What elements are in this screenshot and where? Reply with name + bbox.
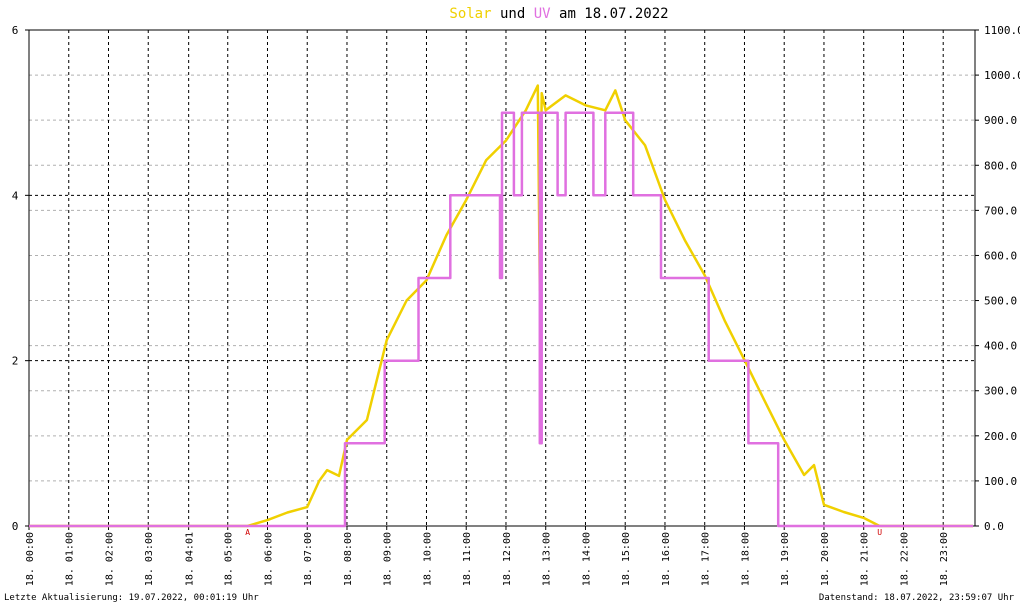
plot-frame [28,29,976,527]
x-tick-label: 18. 02:00 [104,532,115,586]
annotation: U [877,528,882,537]
y2-tick-label: 600.0 [984,249,1017,262]
y-tick-label: 6 [12,24,19,37]
y2-tick-label: 400.0 [984,340,1017,353]
title-text: am 18.07.2022 [559,6,669,22]
series-line [29,111,973,528]
x-tick-label: 18. 21:00 [860,532,871,586]
x-tick-label: 18. 01:00 [65,532,76,586]
x-tick-label: 18. 14:00 [581,532,592,586]
x-tick-label: 18. 00:00 [25,532,36,586]
x-tick-label: 18. 11:00 [462,532,473,586]
x-tick-label: 18. 12:00 [502,532,513,586]
chart-title: Solar und UV am 18.07.2022 [449,6,668,22]
footer-left: Letzte Aktualisierung: 19.07.2022, 00:01… [4,593,259,603]
y2-tick-label: 800.0 [984,159,1017,172]
x-tick-label: 18. 10:00 [422,532,433,586]
footer-right: Datenstand: 18.07.2022, 23:59:07 Uhr [819,593,1015,603]
x-tick-label: 18. 04:01 [185,532,196,586]
y2-tick-label: 900.0 [984,114,1017,127]
y2-tick-label: 500.0 [984,295,1017,308]
title-text: und [500,6,525,22]
x-tick-label: 18. 09:00 [383,532,394,586]
title-solar: Solar [449,6,491,22]
x-tick-label: 18. 08:00 [343,532,354,586]
x-tick-label: 18. 16:00 [661,532,672,586]
x-tick-label: 18. 18:00 [740,532,751,586]
y2-tick-label: 100.0 [984,475,1017,488]
y-tick-label: 4 [12,189,19,202]
x-tick-label: 18. 05:00 [224,532,235,586]
y2-tick-label: 0.0 [984,520,1004,533]
x-tick-label: 18. 07:00 [303,532,314,586]
y2-tick-label: 200.0 [984,430,1017,443]
x-tick-label: 18. 06:00 [263,532,274,586]
x-tick-label: 18. 17:00 [701,532,712,586]
x-tick-label: 18. 23:00 [939,532,950,586]
x-tick-label: 18. 20:00 [820,532,831,586]
y2-tick-label: 1000.0 [984,69,1020,82]
x-tick-label: 18. 15:00 [621,532,632,586]
y2-tick-label: 300.0 [984,385,1017,398]
y2-tick-label: 1100.0 [984,24,1020,37]
x-tick-label: 18. 19:00 [780,532,791,586]
x-tick-label: 18. 03:00 [144,532,155,586]
title-uv: UV [534,6,551,22]
x-tick-label: 18. 13:00 [542,532,553,586]
y-tick-label: 0 [12,520,19,533]
x-tick-label: 18. 22:00 [899,532,910,586]
y-tick-label: 2 [12,355,19,368]
series-line [29,84,973,528]
y2-tick-label: 700.0 [984,204,1017,217]
annotation: A [245,528,250,537]
